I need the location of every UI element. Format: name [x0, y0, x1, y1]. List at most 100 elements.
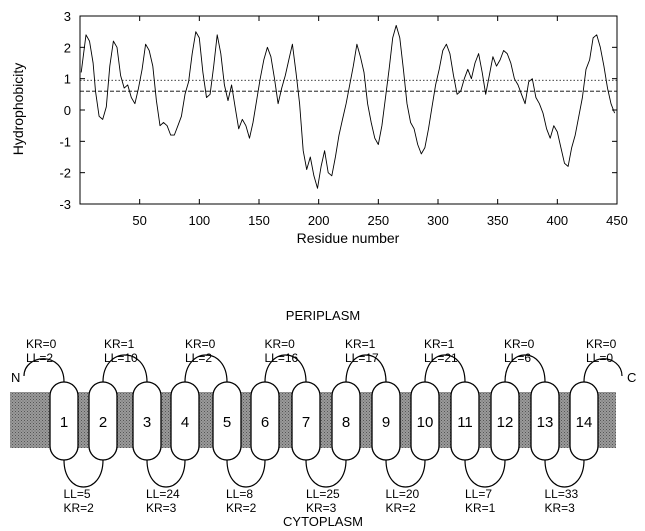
y-tick-label: 0 — [64, 103, 71, 118]
tm-helix — [371, 381, 401, 461]
x-tick-label: 250 — [367, 213, 389, 228]
y-tick-label: -1 — [59, 134, 71, 149]
x-axis: 50 100 150 200 250 300 350 400 450 — [132, 16, 628, 228]
helix-number: 9 — [382, 414, 390, 431]
cytoplasm-loop — [305, 459, 347, 488]
loop-ll-label: LL=21 — [424, 351, 458, 365]
helix-number: 7 — [302, 414, 310, 431]
cytoplasm-loop — [63, 459, 104, 488]
loop-kr-label: KR=0 — [26, 337, 57, 351]
loop-kr-label: KR=3 — [146, 501, 177, 515]
tm-helix — [450, 381, 480, 461]
loop-kr-label: KR=1 — [104, 337, 135, 351]
y-tick-label: -3 — [59, 197, 71, 212]
periplasm-loop — [504, 354, 546, 383]
cytoplasm-loop — [226, 459, 266, 488]
periplasm-loop — [23, 358, 65, 383]
cytoplasm-loop — [544, 459, 585, 488]
loop-ll-label: LL=2 — [26, 351, 53, 365]
loop-ll-label: LL=10 — [104, 351, 138, 365]
x-tick-label: 450 — [606, 213, 628, 228]
tm-helix — [331, 381, 361, 461]
periplasm-label: PERIPLASM — [286, 308, 360, 323]
helix-number: 12 — [497, 414, 514, 431]
x-tick-label: 200 — [308, 213, 330, 228]
y-tick-label: -2 — [59, 166, 71, 181]
x-axis-label: Residue number — [297, 230, 400, 246]
loop-ll-label: LL=33 — [545, 487, 579, 501]
x-tick-label: 300 — [427, 213, 449, 228]
helix-number: 11 — [457, 414, 473, 431]
cytoplasm-loop — [385, 459, 426, 488]
periplasm-loop — [583, 358, 623, 383]
helices-group: 1 2 3 4 5 6 7 8 9 10 11 12 13 14 — [49, 381, 599, 461]
tm-helix — [212, 381, 242, 461]
loop-kr-label: KR=0 — [185, 337, 216, 351]
loop-kr-label: KR=1 — [465, 501, 496, 515]
helix-number: 10 — [417, 414, 434, 431]
periplasm-loop — [102, 354, 148, 383]
loop-kr-label: KR=3 — [306, 501, 337, 515]
cytoplasm-label: CYTOPLASM — [283, 514, 363, 529]
topology-diagram: PERIPLASM CYTOPLASM 1 2 3 4 5 6 7 8 9 10 11 12 13 14 … — [10, 308, 636, 529]
tm-helix — [132, 381, 162, 461]
helix-number: 8 — [342, 414, 350, 431]
x-tick-label: 400 — [546, 213, 568, 228]
tm-helix — [88, 381, 118, 461]
y-axis-label: Hydrophobicity — [10, 63, 26, 156]
loop-ll-label: LL=17 — [345, 351, 379, 365]
helix-number: 2 — [99, 414, 107, 431]
helix-number: 5 — [223, 414, 231, 431]
loop-kr-label: KR=0 — [265, 337, 296, 351]
x-tick-label: 350 — [487, 213, 509, 228]
tm-helix — [49, 381, 79, 461]
loop-ll-label: LL=8 — [226, 487, 253, 501]
helix-number: 4 — [181, 414, 189, 431]
tm-helix — [291, 381, 321, 461]
helix-number: 13 — [537, 414, 554, 431]
loop-ll-label: LL=20 — [386, 487, 420, 501]
loop-kr-label: KR=2 — [64, 501, 95, 515]
hydrophobicity-plot: -3 -2 -1 0 1 2 3 50 100 150 200 250 300 350 400 450 Hy… — [10, 9, 628, 246]
loop-kr-label: KR=0 — [504, 337, 535, 351]
loop-ll-label: LL=24 — [146, 487, 180, 501]
x-tick-label: 50 — [132, 213, 146, 228]
x-tick-label: 150 — [248, 213, 270, 228]
helix-number: 6 — [261, 414, 269, 431]
tm-helix — [490, 381, 520, 461]
periplasm-loop — [424, 354, 466, 383]
x-tick-label: 100 — [188, 213, 210, 228]
tm-helix — [170, 381, 200, 461]
loop-kr-label: KR=0 — [586, 337, 617, 351]
loop-kr-label: KR=2 — [386, 501, 417, 515]
loop-ll-label: LL=16 — [265, 351, 299, 365]
periplasm-loop — [345, 354, 387, 383]
cytoplasm-loop — [464, 459, 506, 488]
helix-number: 3 — [143, 414, 151, 431]
loops-group — [23, 354, 623, 488]
c-terminus-label: C — [627, 370, 636, 385]
helix-number: 1 — [60, 414, 68, 431]
loop-kr-label: KR=2 — [226, 501, 257, 515]
loop-ll-label: LL=2 — [185, 351, 212, 365]
periplasm-loop — [184, 354, 228, 383]
periplasm-loop — [264, 354, 307, 383]
tm-helix — [250, 381, 280, 461]
tm-helix — [569, 381, 599, 461]
y-tick-label: 2 — [64, 40, 71, 55]
loop-ll-label: LL=7 — [465, 487, 492, 501]
loop-ll-label: LL=6 — [504, 351, 531, 365]
loop-ll-label: LL=5 — [64, 487, 91, 501]
y-tick-label: 3 — [64, 9, 71, 24]
series-group — [80, 24, 616, 189]
hydrophobicity-line — [80, 24, 616, 189]
loop-ll-label: LL=25 — [306, 487, 340, 501]
helix-number: 14 — [576, 414, 593, 431]
y-tick-label: 1 — [64, 72, 71, 87]
y-axis: -3 -2 -1 0 1 2 3 — [59, 9, 617, 212]
tm-helix — [530, 381, 560, 461]
loop-ll-label: LL=0 — [586, 351, 613, 365]
loop-kr-label: KR=3 — [545, 501, 576, 515]
tm-helix — [410, 381, 440, 461]
